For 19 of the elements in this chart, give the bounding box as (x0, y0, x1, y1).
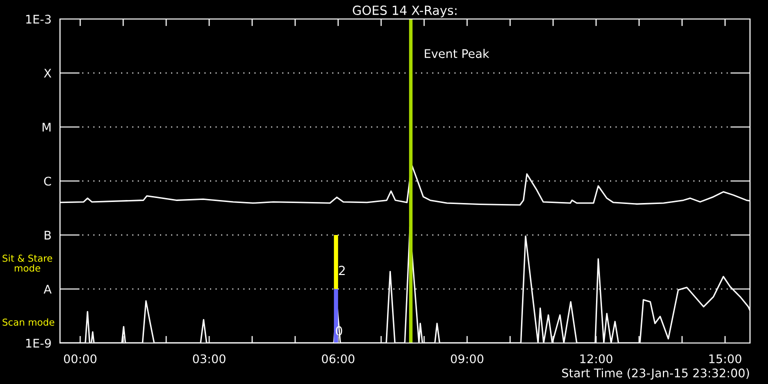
y-tick-label: A (44, 284, 52, 294)
annotation: 2 (338, 266, 345, 276)
y-tick-label: M (42, 122, 51, 132)
x-tick-label: 06:00 (322, 354, 354, 364)
y-tick-label: 1E-3 (26, 14, 51, 24)
x-axis-title: Start Time (23-Jan-15 23:32:00) (562, 368, 749, 380)
x-tick-label: 12:00 (580, 354, 612, 364)
y-tick-label: C (44, 176, 52, 186)
text: Sit & Stare mode (2, 254, 52, 272)
y-tick-label: X (44, 68, 52, 78)
x-tick-label: 15:00 (709, 354, 742, 364)
y-tick-label: B (44, 230, 51, 240)
ref-line-label: Event Peak (424, 48, 490, 58)
x-tick-label: 00:00 (64, 354, 96, 364)
y-tick-label: 1E-9 (26, 338, 51, 348)
chart-title: GOES 14 X-Rays: (352, 6, 456, 18)
text: Scan mode (2, 318, 54, 326)
x-tick-label: 03:00 (192, 354, 226, 364)
x-tick-label: 09:00 (450, 354, 484, 364)
